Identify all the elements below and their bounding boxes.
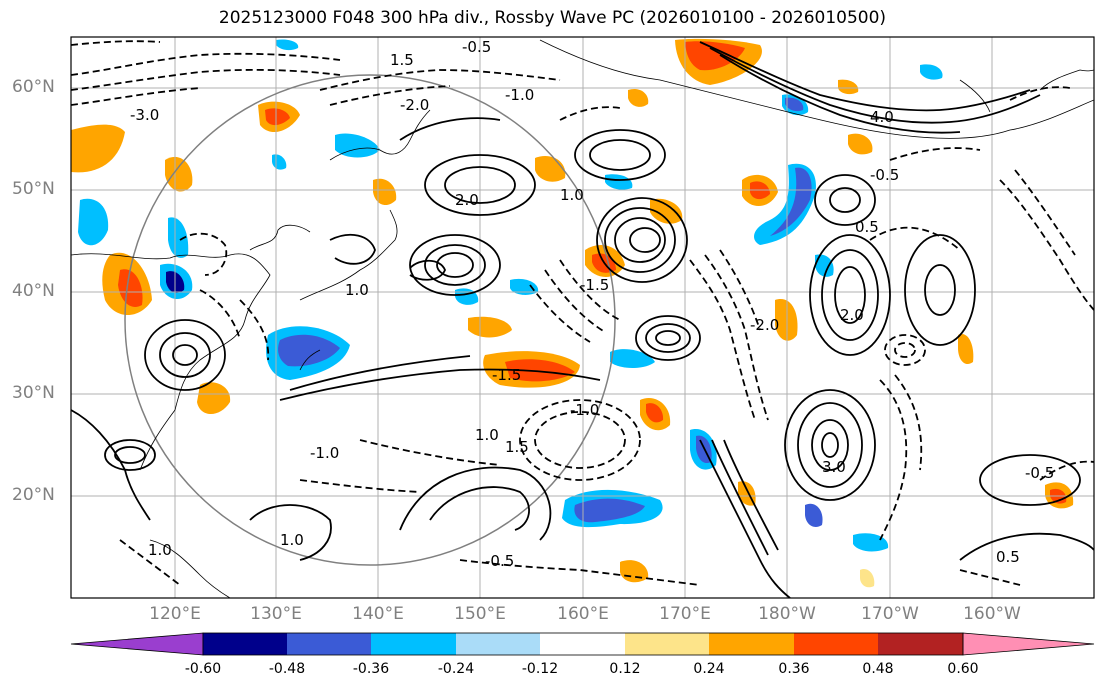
contour-label: 1.5 [390,51,414,69]
graticule [71,37,1094,598]
contour-label: 1.0 [280,531,304,549]
lon-label: 170°W [861,604,919,624]
contour-label: -1.5 [580,276,609,294]
colorbar-tick-label: -0.60 [184,661,222,677]
colorbar-segment [203,633,287,655]
colorbar-tick-label: 0.48 [862,661,894,677]
lon-label: 120°E [149,604,201,624]
colorbar-segment [371,633,456,655]
contour-label: 0.5 [996,548,1020,566]
colorbar-tick-label: -0.36 [352,661,390,677]
rossby-wave-circle [124,74,616,566]
colorbar-tick-label: 0.24 [693,661,725,677]
contour-label: 2.0 [840,306,864,324]
colorbar-segment [70,632,204,656]
colorbar-segment [962,632,1095,656]
contour-label: 1.5 [505,438,529,456]
lat-label: 30°N [12,383,55,403]
contour-label: 3.0 [822,458,846,476]
coastlines [71,39,1094,598]
lat-label: 60°N [12,77,55,97]
lon-label: 170°E [659,604,711,624]
contour-label: -0.5 [1025,464,1054,482]
contour-label: -0.5 [870,166,899,184]
lat-label: 20°N [12,485,55,505]
colorbar-segment [625,633,709,655]
colorbar-tick-label: -0.48 [268,661,306,677]
colorbar-tick-label: 0.12 [609,661,641,677]
dashed-contours [71,40,1094,586]
contour-label: -0.5 [485,552,514,570]
colorbar-segment [456,633,540,655]
lon-label: 160°W [963,604,1021,624]
contour-label: -2.0 [400,96,429,114]
lon-label: 140°E [352,604,404,624]
colorbar-outline [202,632,964,656]
contour-label: 2.0 [455,191,479,209]
contour-label: 1.0 [560,186,584,204]
map-title: 2025123000 F048 300 hPa div., Rossby Wav… [218,8,887,28]
contour-label: 1.0 [345,281,369,299]
contour-label: 4.0 [870,108,894,126]
colorbar-segment [709,633,794,655]
lon-label: 150°E [454,604,506,624]
colorbar-tick-label: -0.12 [521,661,559,677]
colorbar-segment [794,633,878,655]
colorbar-tick-label: -0.24 [437,661,475,677]
colorbar-tick-label: 0.36 [778,661,810,677]
lon-label: 180°W [758,604,816,624]
lat-label: 50°N [12,179,55,199]
colorbar-tick-label: 0.60 [947,661,979,677]
contour-label: 1.0 [475,426,499,444]
solid-contours [71,41,1094,598]
contour-label: -1.5 [492,366,521,384]
contour-label: -1.0 [310,444,339,462]
contour-label: 1.0 [148,541,172,559]
contour-labels: -0.5 -1.0 1.5 -2.0 -3.0 1.0 2.0 -1.5 4.0… [130,38,1054,570]
colorbar [70,632,1095,656]
lon-label: 160°E [557,604,609,624]
lon-label: 130°E [250,604,302,624]
contour-label: 0.5 [855,218,879,236]
contour-label: -1.0 [505,86,534,104]
lat-label: 40°N [12,281,55,301]
contour-label: -1.0 [570,401,599,419]
colorbar-segment [287,633,371,655]
contour-label: -3.0 [130,106,159,124]
map-frame [70,36,1095,599]
colorbar-segment [878,633,963,655]
map-layers: -0.5 -1.0 1.5 -2.0 -3.0 1.0 2.0 -1.5 4.0… [71,37,1094,598]
contour-label: -0.5 [462,38,491,56]
contour-label: -2.0 [750,316,779,334]
colorbar-segment [540,633,625,655]
